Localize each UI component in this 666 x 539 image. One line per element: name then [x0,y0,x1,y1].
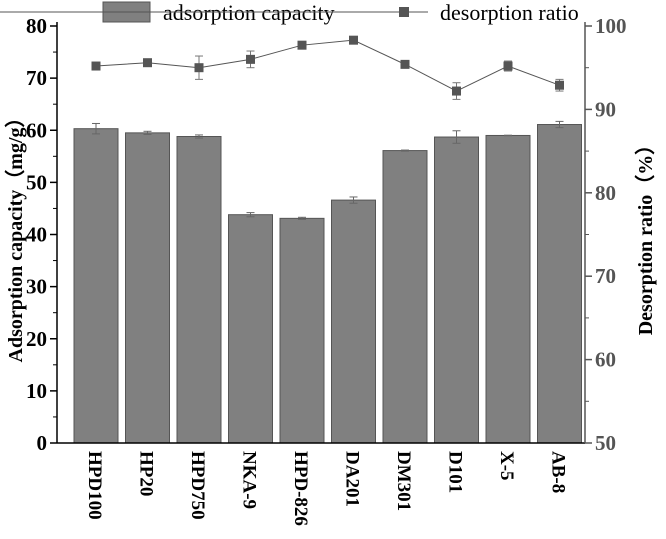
bar-NKA-9 [228,214,273,444]
legend-line-label: desorption ratio [440,0,579,25]
y-tick-label: 30 [26,275,47,299]
y2-tick-label: 50 [595,431,616,455]
desorption-point-AB-8 [555,80,564,90]
bar-DM301 [382,150,428,444]
bar-X-5 [485,134,531,444]
x-tick-label: DA201 [342,451,363,507]
desorption-point-DA201 [349,35,358,45]
y2-tick-label: 80 [595,181,616,205]
x-tick-label: X-5 [496,451,517,481]
legend-line-marker [399,7,409,17]
bar-HP20 [125,132,170,444]
legend: adsorption capacity desorption ratio [0,0,579,25]
desorption-point-HP20 [143,58,152,68]
y-tick-label: 40 [26,223,47,247]
y2-tick-label: 90 [595,97,616,121]
x-tick-label: HP20 [136,451,157,496]
desorption-point-NKA-9 [246,54,255,64]
desorption-point-X-5 [503,61,513,71]
desorption-point-D101 [452,86,461,96]
y2-tick-label: 100 [595,14,627,38]
bar-AB-8 [537,124,582,444]
bar-D101 [434,136,479,444]
bar-HPD-826 [279,217,325,444]
desorption-point-HPD750 [194,63,204,73]
desorption-point-DM301 [400,59,410,69]
y-tick-label: 50 [26,170,47,194]
desorption-point-HPD-826 [297,40,307,50]
x-tick-label: HPD-826 [290,451,311,526]
y-tick-label: 0 [37,431,48,455]
x-tick-label: HPD100 [84,451,105,520]
y-tick-label: 60 [26,118,47,142]
bar-HPD750 [176,136,222,444]
y-axis-label: Adsorption capacity（mg/g） [4,108,27,363]
y-tick-label: 80 [26,14,47,38]
y2-tick-label: 70 [595,264,616,288]
x-tick-label: NKA-9 [239,451,260,509]
y-tick-label: 10 [26,379,47,403]
bar-DA201 [331,199,376,444]
x-tick-label: HPD750 [187,451,208,520]
desorption-line [95,39,560,92]
x-tick-label: D101 [445,451,466,493]
desorption-point-HPD100 [91,61,101,71]
x-tick-label: AB-8 [548,451,569,493]
y2-axis-label: Desorption ratio（%） [634,135,657,336]
bar-HPD100 [73,128,119,444]
y-tick-label: 70 [26,66,47,90]
y-tick-label: 20 [26,327,47,351]
y2-tick-label: 60 [595,348,616,372]
x-tick-label: DM301 [393,451,414,511]
